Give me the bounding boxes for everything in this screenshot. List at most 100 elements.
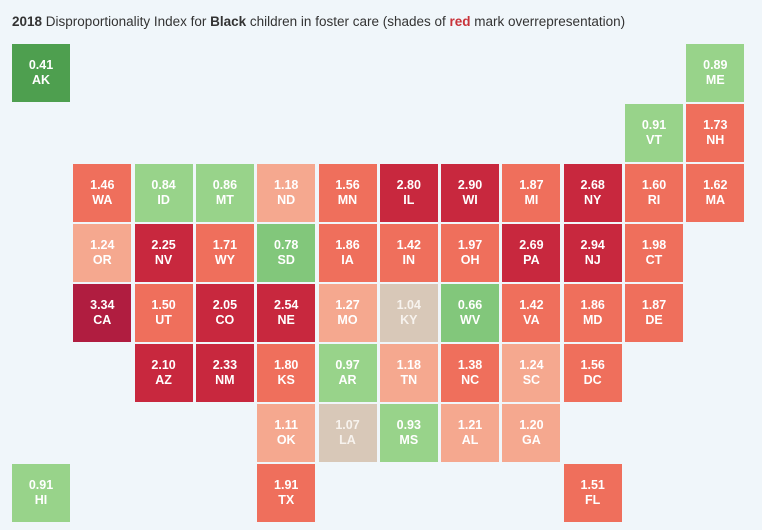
state-value-label: 0.91 <box>641 118 667 132</box>
state-tile-vt: 0.91 VT <box>625 104 683 162</box>
state-abbr-label: VT <box>646 133 662 147</box>
state-tile-ny: 2.68 NY <box>563 164 622 222</box>
state-value-label: 1.20 <box>519 418 544 432</box>
state-value-label: 2.69 <box>519 238 544 252</box>
state-value-label: 1.97 <box>457 238 483 252</box>
state-abbr-label: DE <box>645 313 663 327</box>
state-tile-il: 2.80 IL <box>379 164 438 222</box>
state-tile-ga: 1.20 GA <box>502 404 561 462</box>
state-abbr-label: AZ <box>155 373 172 387</box>
state-tile-nv: 2.25 NV <box>134 224 193 282</box>
state-abbr-label: NC <box>461 373 480 387</box>
state-value-label: 1.42 <box>396 238 421 252</box>
state-value-label: 1.56 <box>580 358 605 372</box>
state-tile-az: 2.10 AZ <box>134 344 193 402</box>
state-tile-mi: 1.87 MI <box>502 164 561 222</box>
state-tile-tn: 1.18 TN <box>379 344 438 402</box>
state-tile-nm: 2.33 NM <box>195 344 254 402</box>
state-value-label: 0.93 <box>396 418 421 432</box>
state-abbr-label: IL <box>403 193 415 207</box>
state-tile-nc: 1.38 NC <box>441 344 500 402</box>
state-abbr-label: OK <box>276 433 296 447</box>
state-abbr-label: KS <box>277 373 295 387</box>
state-tile-wi: 2.90 WI <box>441 164 500 222</box>
state-tile-ok: 1.11 OK <box>257 404 316 462</box>
state-value-label: 0.97 <box>335 358 360 372</box>
state-abbr-label: TX <box>278 493 295 507</box>
state-value-label: 1.18 <box>274 178 299 192</box>
title-group: Black <box>210 14 247 29</box>
state-tile-in: 1.42 IN <box>379 224 438 282</box>
state-value-label: 1.73 <box>703 118 728 132</box>
state-value-label: 2.90 <box>457 178 483 192</box>
state-value-label: 1.24 <box>519 358 544 372</box>
state-abbr-label: MO <box>337 313 358 327</box>
state-abbr-label: WI <box>462 193 478 207</box>
state-tile-va: 1.42 VA <box>502 284 561 342</box>
state-value-label: 1.50 <box>151 298 176 312</box>
state-tile-nj: 2.94 NJ <box>563 224 622 282</box>
state-abbr-label: PA <box>523 253 540 267</box>
state-tile-ar: 0.97 AR <box>318 344 377 402</box>
state-value-label: 1.18 <box>396 358 421 372</box>
state-value-label: 3.34 <box>90 298 115 312</box>
state-value-label: 0.91 <box>28 478 54 492</box>
state-abbr-label: AL <box>461 433 479 447</box>
state-tile-nd: 1.18 ND <box>257 164 316 222</box>
state-abbr-label: UT <box>155 313 172 327</box>
state-value-label: 1.04 <box>396 298 421 312</box>
state-value-label: 1.24 <box>90 238 115 252</box>
state-tile-oh: 1.97 OH <box>441 224 500 282</box>
title-mid: children in foster care (shades of <box>246 14 450 29</box>
state-value-label: 1.42 <box>519 298 544 312</box>
state-abbr-label: NH <box>706 133 725 147</box>
state-value-label: 1.80 <box>274 358 299 372</box>
state-value-label: 2.54 <box>274 298 299 312</box>
state-tile-ak: 0.41 AK <box>12 44 70 102</box>
state-value-label: 1.87 <box>641 298 667 312</box>
state-tile-sd: 0.78 SD <box>257 224 316 282</box>
state-tile-or: 1.24 OR <box>73 224 132 282</box>
state-value-label: 0.41 <box>28 58 54 72</box>
state-abbr-label: HI <box>34 493 48 507</box>
state-tile-dc: 1.56 DC <box>563 344 622 402</box>
state-value-label: 1.87 <box>519 178 544 192</box>
state-abbr-label: OR <box>92 253 112 267</box>
state-tile-id: 0.84 ID <box>134 164 193 222</box>
state-value-label: 2.33 <box>212 358 238 372</box>
state-value-label: 1.98 <box>641 238 667 252</box>
state-value-label: 2.80 <box>396 178 421 192</box>
state-tile-hi: 0.91 HI <box>12 464 70 522</box>
state-value-label: 0.89 <box>703 58 728 72</box>
state-tile-ut: 1.50 UT <box>134 284 193 342</box>
state-value-label: 1.11 <box>274 418 298 432</box>
title-year: 2018 <box>12 14 43 29</box>
state-tile-wv: 0.66 WV <box>441 284 500 342</box>
state-value-label: 1.60 <box>641 178 667 192</box>
title-color-word: red <box>449 14 471 29</box>
state-abbr-label: MT <box>215 193 234 207</box>
state-abbr-label: FL <box>585 493 601 507</box>
state-abbr-label: SD <box>277 253 295 267</box>
state-value-label: 1.56 <box>335 178 360 192</box>
state-abbr-label: NV <box>154 253 173 267</box>
state-abbr-label: MA <box>705 193 726 207</box>
state-value-label: 0.66 <box>457 298 483 312</box>
state-tile-me: 0.89 ME <box>686 44 745 102</box>
state-value-label: 1.86 <box>335 238 360 252</box>
state-value-label: 2.94 <box>580 238 605 252</box>
state-tile-de: 1.87 DE <box>625 284 683 342</box>
state-value-label: 1.91 <box>274 478 299 492</box>
state-tile-co: 2.05 CO <box>195 284 254 342</box>
state-abbr-label: SC <box>522 373 541 387</box>
state-abbr-label: ND <box>277 193 296 207</box>
state-tile-la: 1.07 LA <box>318 404 377 462</box>
state-tile-ms: 0.93 MS <box>379 404 438 462</box>
state-abbr-label: NM <box>215 373 235 387</box>
state-tile-ia: 1.86 IA <box>318 224 377 282</box>
state-value-label: 2.10 <box>151 358 176 372</box>
state-abbr-label: VA <box>523 313 540 327</box>
title-post: mark overrepresentation) <box>470 14 626 29</box>
state-abbr-label: NE <box>277 313 295 327</box>
